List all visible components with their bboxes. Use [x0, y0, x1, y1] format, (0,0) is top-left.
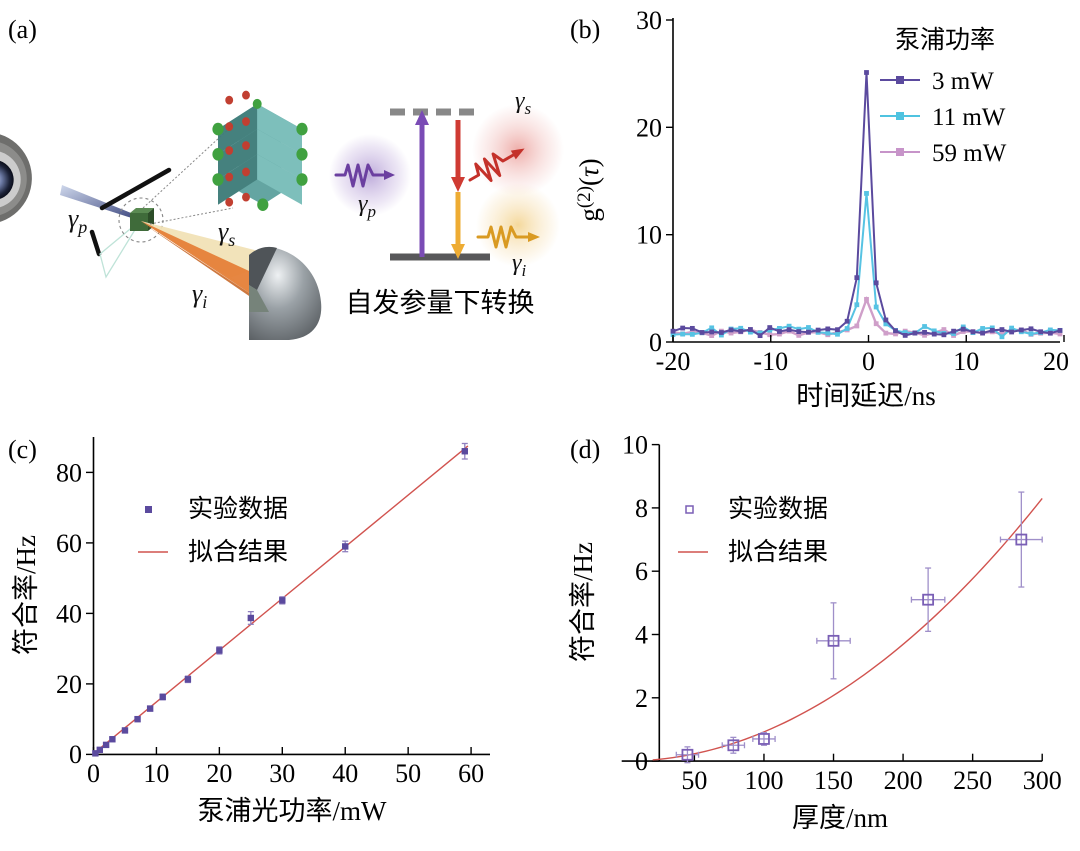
svg-text:40: 40	[56, 599, 82, 628]
svg-text:-20: -20	[656, 347, 691, 376]
svg-text:γs: γs	[515, 88, 531, 118]
svg-text:0: 0	[87, 759, 100, 788]
svg-text:60: 60	[56, 529, 82, 558]
svg-text:厚度/nm: 厚度/nm	[792, 803, 888, 833]
svg-text:0: 0	[862, 347, 875, 376]
svg-text:符合率/Hz: 符合率/Hz	[11, 535, 41, 655]
svg-text:20: 20	[636, 113, 662, 142]
svg-text:150: 150	[814, 766, 853, 795]
svg-text:γi: γi	[192, 279, 207, 312]
svg-text:泵浦光功率/mW: 泵浦光功率/mW	[198, 796, 388, 826]
svg-text:自发参量下转换: 自发参量下转换	[346, 288, 535, 318]
svg-text:300: 300	[1023, 766, 1062, 795]
svg-text:250: 250	[953, 766, 992, 795]
svg-text:2: 2	[635, 684, 648, 713]
svg-text:(c): (c)	[8, 435, 37, 464]
svg-text:59 mW: 59 mW	[932, 140, 1007, 167]
svg-text:20: 20	[1043, 347, 1069, 376]
svg-text:实验数据: 实验数据	[188, 495, 288, 523]
svg-text:20: 20	[206, 759, 232, 788]
svg-text:11 mW: 11 mW	[932, 104, 1006, 131]
svg-text:(b): (b)	[570, 15, 600, 44]
svg-text:γp: γp	[68, 204, 87, 237]
svg-text:200: 200	[884, 766, 923, 795]
svg-text:10: 10	[953, 347, 979, 376]
svg-text:80: 80	[56, 458, 82, 487]
svg-text:50: 50	[395, 759, 421, 788]
svg-text:10: 10	[636, 221, 662, 250]
svg-text:4: 4	[635, 621, 648, 650]
svg-text:0: 0	[635, 747, 648, 776]
svg-text:60: 60	[458, 759, 484, 788]
svg-text:40: 40	[332, 759, 358, 788]
svg-text:30: 30	[636, 6, 662, 35]
svg-text:时间延迟/ns: 时间延迟/ns	[796, 381, 936, 411]
svg-text:(d): (d)	[570, 435, 600, 464]
svg-text:0: 0	[69, 740, 82, 769]
svg-text:100: 100	[744, 766, 783, 795]
svg-text:(a): (a)	[8, 15, 37, 44]
svg-text:γs: γs	[218, 217, 235, 250]
svg-text:拟合结果: 拟合结果	[188, 538, 288, 566]
svg-text:10: 10	[143, 759, 169, 788]
svg-text:3 mW: 3 mW	[932, 68, 994, 95]
svg-text:50: 50	[681, 766, 707, 795]
svg-text:符合率/Hz: 符合率/Hz	[568, 542, 598, 662]
svg-text:g(2)(τ): g(2)(τ)	[574, 158, 604, 221]
svg-text:6: 6	[635, 557, 648, 586]
svg-text:8: 8	[635, 494, 648, 523]
svg-text:10: 10	[622, 431, 648, 460]
svg-text:-10: -10	[753, 347, 788, 376]
svg-text:拟合结果: 拟合结果	[728, 538, 828, 566]
svg-text:实验数据: 实验数据	[728, 495, 828, 523]
svg-text:30: 30	[269, 759, 295, 788]
svg-text:泵浦功率: 泵浦功率	[895, 26, 995, 54]
svg-text:20: 20	[56, 670, 82, 699]
